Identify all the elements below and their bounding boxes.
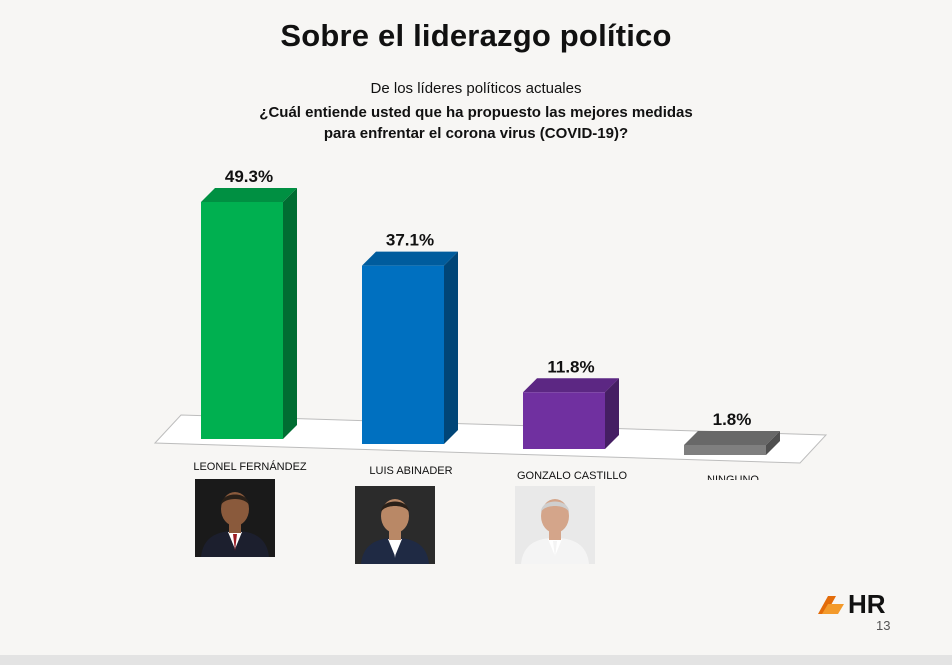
page-number: 13 [876,618,891,633]
portrait-icon [201,492,269,557]
chart-floor [153,414,828,464]
portrait-photo [515,486,595,564]
bar [362,251,458,444]
category-label: LEONEL FERNÁNDEZ [193,460,307,473]
chart-subtitle: De los líderes políticos actuales [370,80,582,97]
bar-side [766,431,780,455]
bar-chart: 49.3% LEONEL FERNÁNDEZ 37.1% LUIS ABINADER 1… [153,167,828,480]
bar-side [444,251,458,444]
category-label: LUIS ABINADER [369,465,452,477]
bottom-bar [0,655,952,665]
data-label: 1.8% [713,410,752,429]
bar-front [362,265,444,444]
data-label: 11.8% [547,357,594,376]
category-label: GONZALO CASTILLO [517,470,627,480]
portrait-icon [361,499,429,564]
logo-text: HR [848,590,886,616]
bar-side [605,378,619,449]
bar [523,378,619,449]
bar-side [283,188,297,439]
bar-top [362,251,458,266]
logo-mark-icon [822,604,844,614]
labels-group: 49.3% LEONEL FERNÁNDEZ 37.1% LUIS ABINADER 1… [193,167,759,480]
data-label: 37.1% [386,231,434,250]
category-label: NINGUNO [707,474,759,480]
portrait-photo [195,479,275,557]
bar-top [523,378,619,393]
hr-logo: HR [818,590,886,616]
bar-top [684,431,780,445]
logo-mark-icon [818,596,836,614]
bar-front [201,202,283,439]
portrait-photo [355,486,435,564]
question-line-2: para enfrentar el corona virus (COVID-19… [323,125,629,142]
bar-front [684,445,766,455]
bar-front [523,392,605,449]
portrait-icon [521,499,589,564]
page-title: Sobre el liderazgo político [280,18,672,53]
bar-top [201,188,297,202]
question-line-1: ¿Cuál entiende usted que ha propuesto la… [259,104,693,121]
bars-group [201,188,780,455]
bar [684,431,780,455]
bar [201,188,297,439]
survey-question: ¿Cuál entiende usted que ha propuesto la… [0,102,952,144]
data-label: 49.3% [225,167,273,186]
